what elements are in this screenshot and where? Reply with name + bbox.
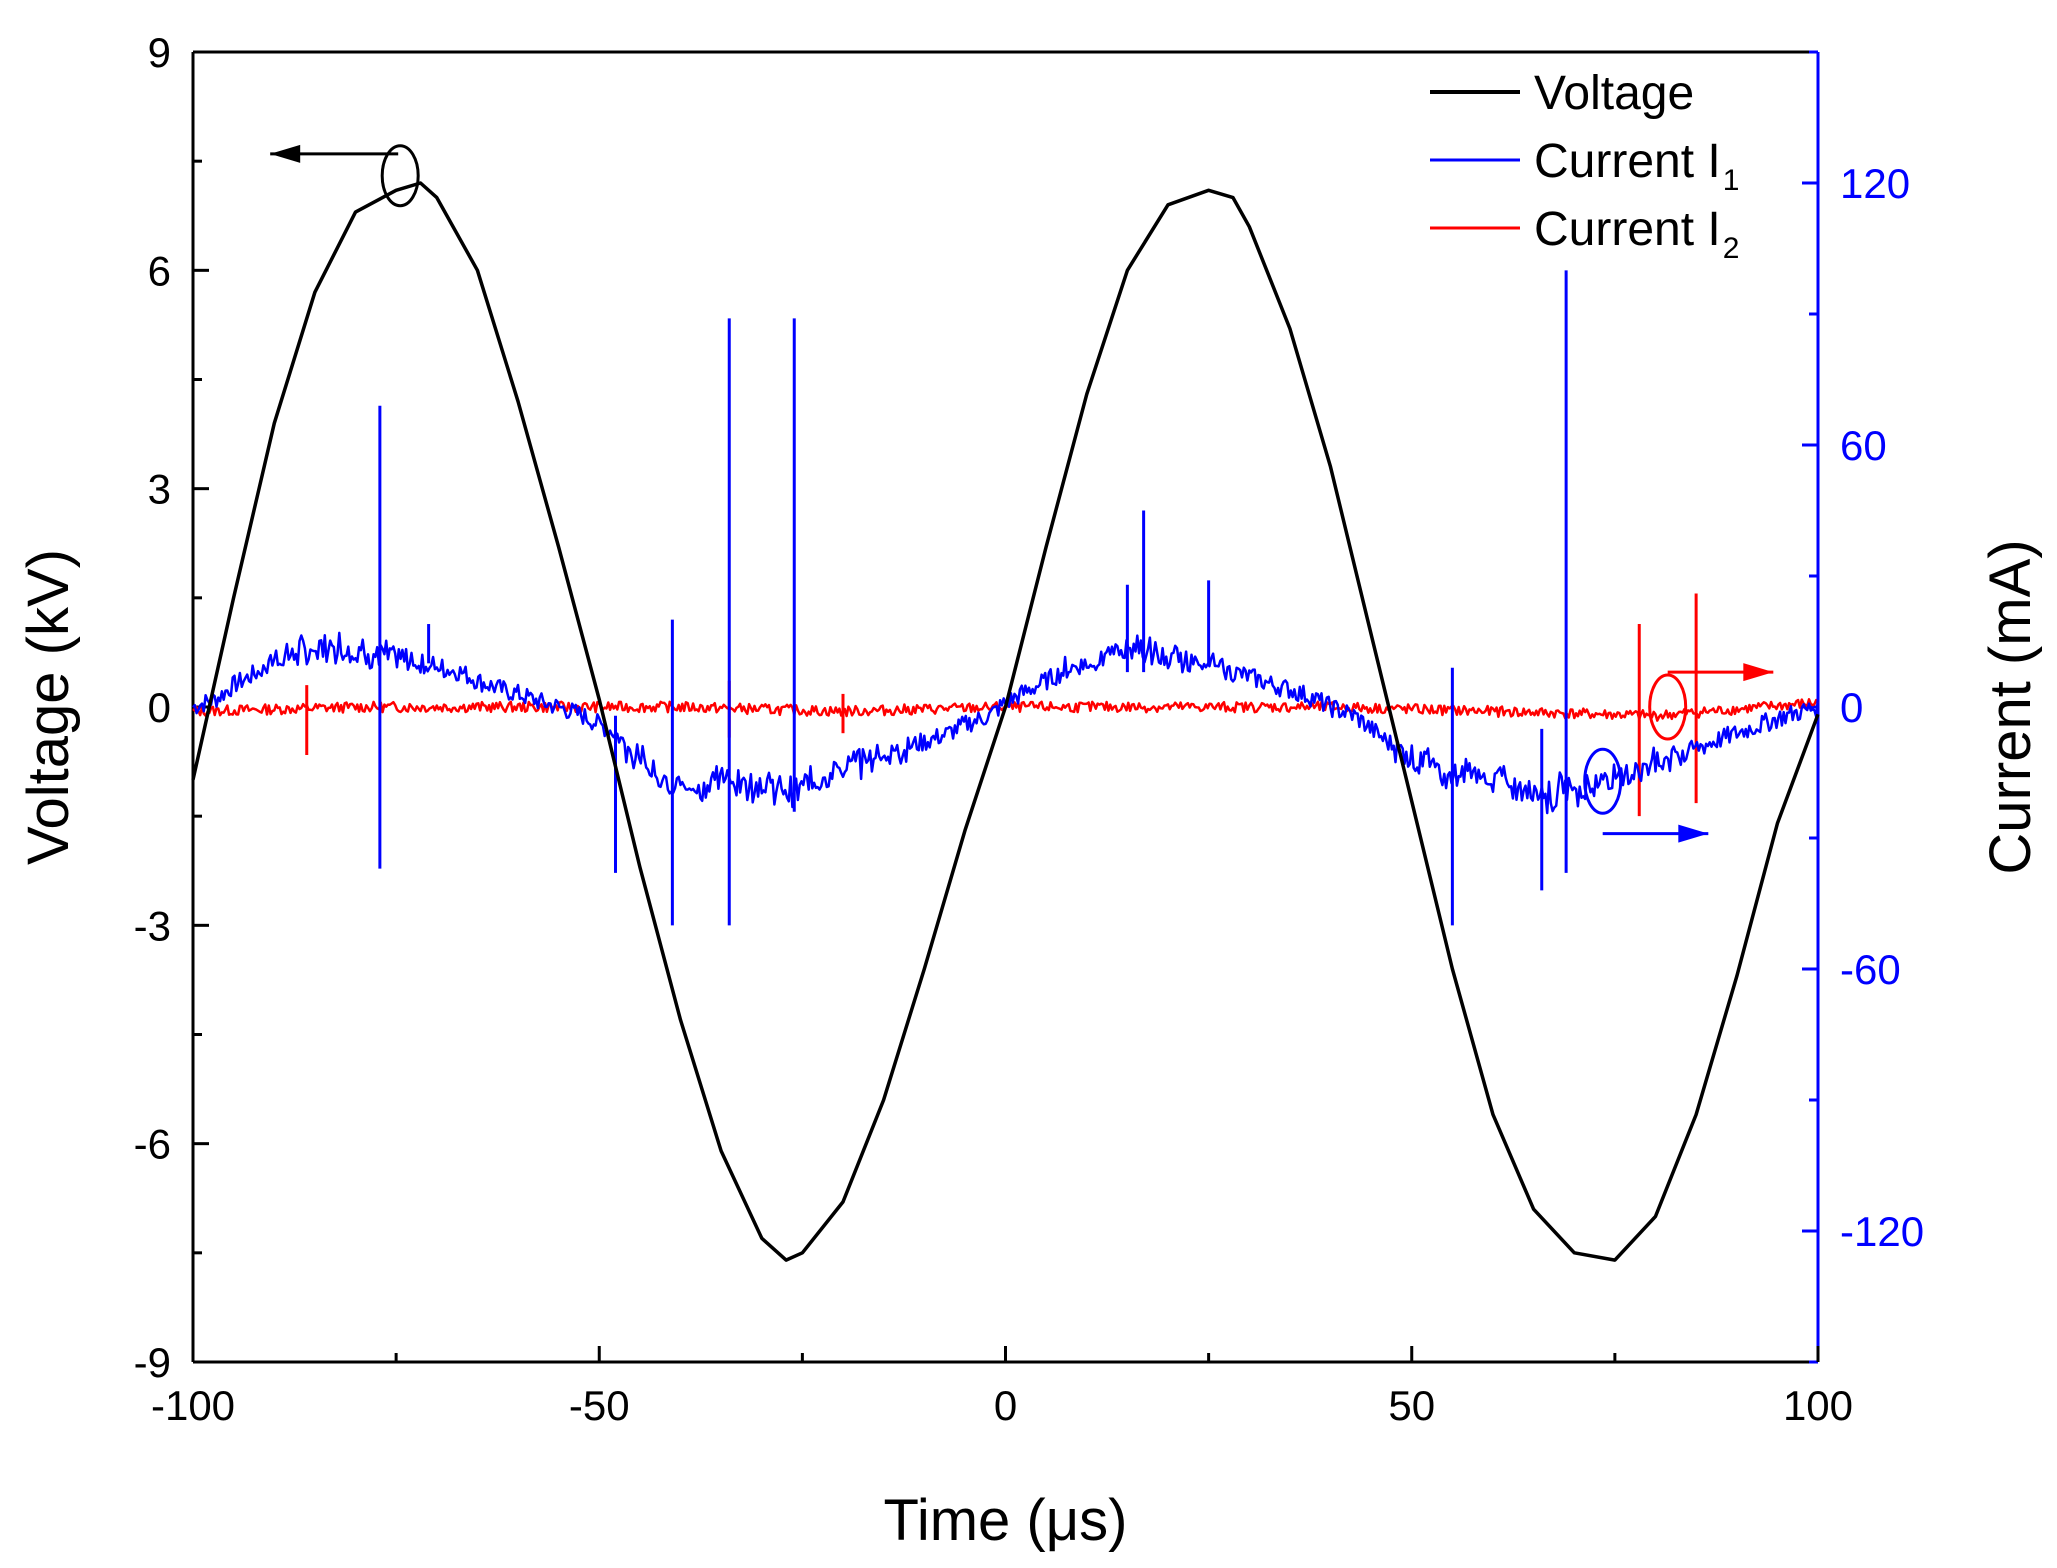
right-tick-label: 0 <box>1840 684 1863 731</box>
right-tick-label: -60 <box>1840 946 1901 993</box>
bottom-tick-label: 100 <box>1783 1382 1853 1429</box>
left-tick-label: 9 <box>148 29 171 76</box>
legend-subscript: 1 <box>1723 164 1740 197</box>
legend-label: Voltage <box>1534 67 1694 120</box>
current-i2-right-arrow-head <box>1743 663 1774 682</box>
current-i1-ellipse <box>1583 747 1623 815</box>
bottom-tick-label: 50 <box>1388 1382 1435 1429</box>
left-tick-label: -9 <box>134 1339 171 1386</box>
left-tick-label: 6 <box>148 247 171 294</box>
bottom-tick-label: -50 <box>569 1382 630 1429</box>
annotations <box>270 144 1774 843</box>
left-axis-ticks: -9 -6 -3 0 3 6 9 <box>134 29 1818 1386</box>
series-layer <box>191 181 1820 1262</box>
voltage-line <box>191 181 1820 1262</box>
legend-subscript: 2 <box>1723 232 1740 265</box>
right-tick-label: -120 <box>1840 1208 1924 1255</box>
right-tick-label: 120 <box>1840 160 1910 207</box>
current-i2-ellipse <box>1648 673 1688 741</box>
bottom-axis-ticks: -100 -50 0 50 100 <box>151 1346 1853 1429</box>
right-axis-title: Current (mA) <box>1978 539 2043 874</box>
bottom-tick-label: -100 <box>151 1382 235 1429</box>
series-voltage <box>191 181 1820 1262</box>
voltage-left-arrow-head <box>270 144 301 163</box>
legend-label: Current I <box>1534 203 1721 256</box>
left-tick-label: 0 <box>148 684 171 731</box>
current-i1-right-arrow-head <box>1678 824 1709 843</box>
left-tick-label: -3 <box>134 902 171 949</box>
bottom-tick-label: 0 <box>994 1382 1017 1429</box>
x-axis-title: Time (μs) <box>884 1488 1128 1553</box>
legend-label: Current I <box>1534 135 1721 188</box>
left-axis-title: Voltage (kV) <box>16 549 81 865</box>
left-tick-label: 3 <box>148 466 171 513</box>
voltage-ellipse <box>380 144 420 208</box>
right-tick-label: 60 <box>1840 422 1887 469</box>
left-tick-label: -6 <box>134 1121 171 1168</box>
